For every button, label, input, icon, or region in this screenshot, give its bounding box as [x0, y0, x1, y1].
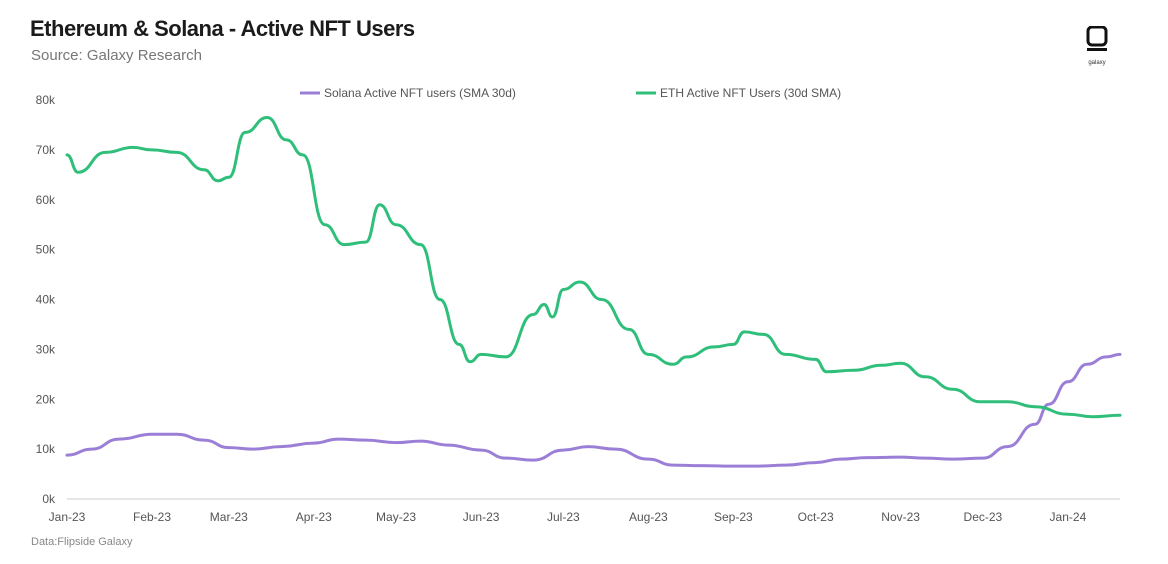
- y-tick-label: 60k: [36, 193, 56, 207]
- x-tick-label: Jan-23: [49, 510, 86, 524]
- chart-title: Ethereum & Solana - Active NFT Users: [30, 16, 415, 41]
- chart-source: Source: Galaxy Research: [31, 47, 202, 64]
- legend: Solana Active NFT users (SMA 30d) ETH Act…: [300, 86, 841, 100]
- x-tick-label: Apr-23: [296, 510, 332, 524]
- legend-label: ETH Active NFT Users (30d SMA): [660, 86, 841, 100]
- x-tick-label: Jul-23: [547, 510, 580, 524]
- x-tick-label: Nov-23: [881, 510, 920, 524]
- eth-series-line: [65, 116, 1122, 419]
- y-tick-label: 70k: [36, 143, 56, 157]
- x-tick-label: Sep-23: [714, 510, 753, 524]
- galaxy-logo-text: galaxy: [1088, 60, 1106, 66]
- galaxy-logo-icon: [1086, 25, 1108, 51]
- x-axis: Jan-23 Feb-23 Mar-23 Apr-23 May-23 Jun-23 Jul-…: [49, 498, 1120, 524]
- x-tick-label: Jan-24: [1050, 510, 1087, 524]
- x-tick-label: May-23: [376, 510, 416, 524]
- y-tick-label: 30k: [36, 342, 56, 356]
- legend-label: Solana Active NFT users (SMA 30d): [324, 86, 516, 100]
- y-tick-label: 40k: [36, 293, 56, 307]
- y-tick-label: 80k: [36, 93, 56, 107]
- data-source-note: Data:Flipside Galaxy: [31, 536, 133, 548]
- y-axis: 0k 10k 20k 30k 40k 50k 60k 70k 80k: [36, 93, 56, 506]
- y-tick-label: 50k: [36, 243, 56, 257]
- x-tick-label: Oct-23: [798, 510, 834, 524]
- x-tick-label: Aug-23: [629, 510, 668, 524]
- y-tick-label: 20k: [36, 392, 56, 406]
- x-tick-label: Jun-23: [463, 510, 500, 524]
- x-tick-label: Dec-23: [964, 510, 1003, 524]
- series-layer: [65, 116, 1122, 468]
- solana-series-line: [65, 352, 1122, 468]
- x-tick-label: Mar-23: [210, 510, 248, 524]
- galaxy-logo: galaxy: [1082, 25, 1112, 66]
- y-tick-label: 10k: [36, 442, 56, 456]
- y-tick-label: 0k: [42, 492, 56, 506]
- x-tick-label: Feb-23: [133, 510, 171, 524]
